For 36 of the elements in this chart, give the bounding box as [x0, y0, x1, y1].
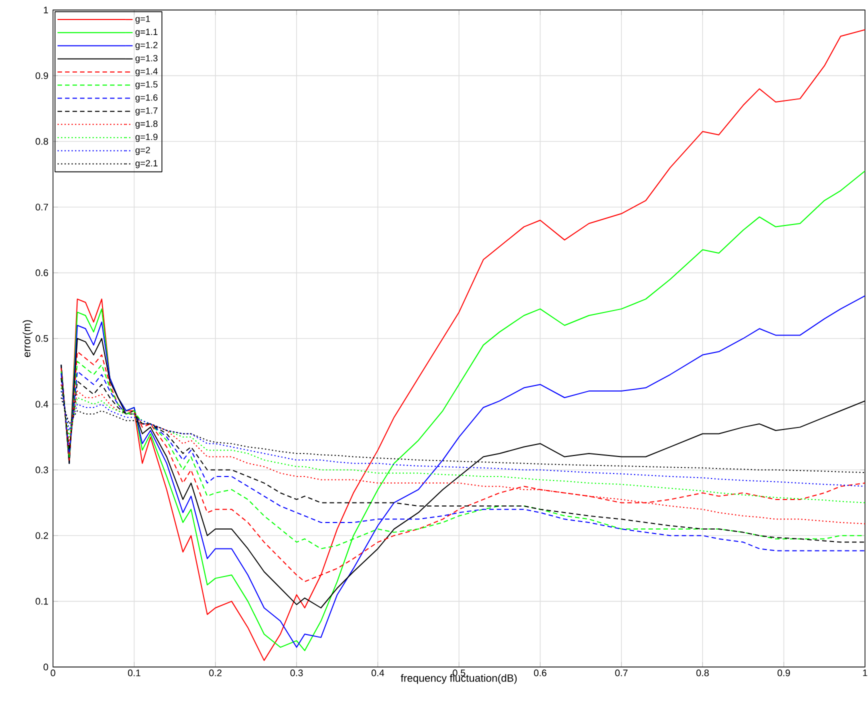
y-tick-label: 0.6 — [36, 269, 48, 276]
x-tick-label: 1 — [863, 670, 868, 676]
x-tick-label: 0.3 — [290, 670, 303, 676]
y-tick-label: 0.3 — [36, 466, 48, 474]
legend-label: g=1.6 — [136, 94, 158, 102]
y-tick-label: 0.9 — [36, 72, 48, 80]
legend-label: g=1.5 — [136, 81, 158, 90]
legend-label: g=2.1 — [136, 160, 158, 168]
legend-label: g=2 — [136, 146, 150, 156]
y-tick-label: 1 — [44, 6, 48, 14]
y-tick-label: 0.7 — [36, 204, 48, 210]
y-tick-label: 0.5 — [36, 335, 48, 342]
legend-label: g=1 — [136, 16, 150, 24]
legend-label: g=1.9 — [136, 134, 158, 142]
x-tick-label: 0.2 — [209, 670, 222, 676]
legend-label: g=1.3 — [136, 55, 158, 64]
legend-label: g=1.1 — [136, 28, 158, 37]
y-tick-label: 0.2 — [36, 532, 48, 539]
legend-label: g=1.8 — [136, 120, 158, 129]
x-tick-label: 0.7 — [615, 670, 628, 676]
y-tick-label: 0 — [44, 664, 48, 670]
y-tick-label: 0.8 — [36, 138, 48, 145]
x-axis-title: frequency fluctuation(dB) — [400, 674, 517, 684]
legend-label: g=1.7 — [136, 107, 158, 116]
y-axis-title: error(m) — [22, 320, 32, 357]
x-tick-label: 0.9 — [778, 670, 790, 676]
x-tick-label: 0 — [50, 670, 56, 676]
x-tick-label: 0.4 — [372, 670, 384, 676]
legend-label: g=1.2 — [136, 42, 158, 50]
legend-label: g=1.4 — [136, 68, 158, 76]
y-tick-label: 0.1 — [36, 598, 48, 605]
x-tick-label: 0.5 — [452, 670, 466, 676]
x-tick-label: 0.1 — [128, 670, 140, 676]
y-tick-label: 0.4 — [36, 400, 48, 408]
x-tick-label: 0.6 — [534, 670, 546, 676]
x-tick-label: 0.8 — [696, 670, 709, 676]
